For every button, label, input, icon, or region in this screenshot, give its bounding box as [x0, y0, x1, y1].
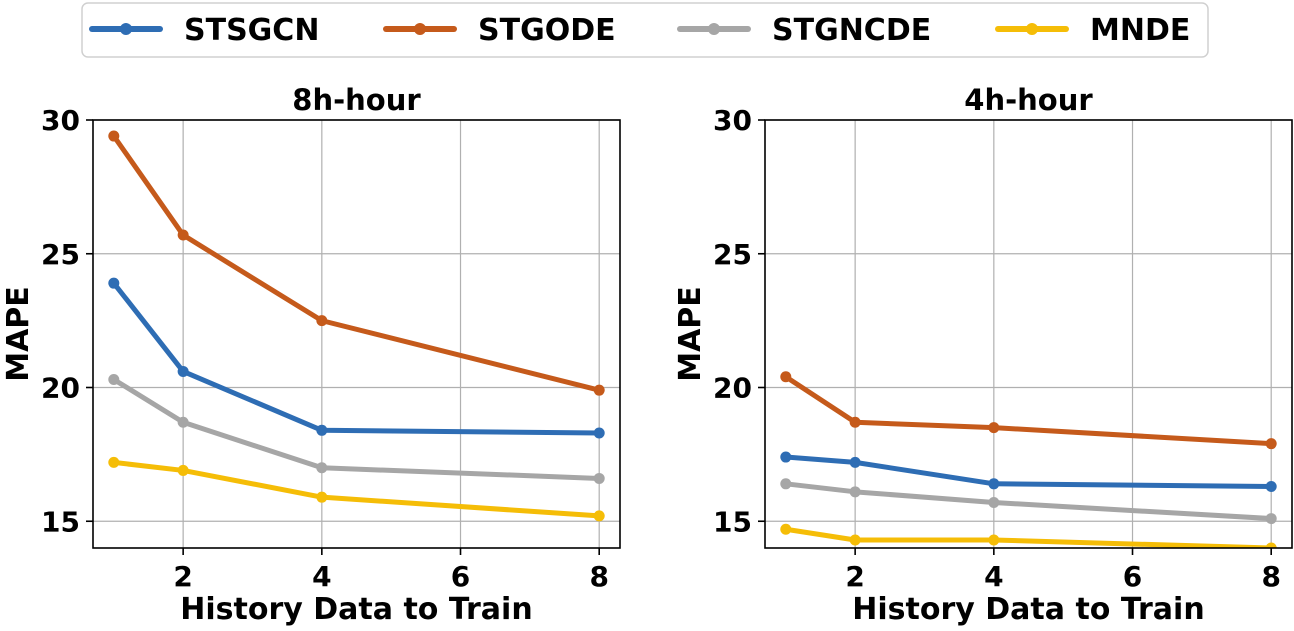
panel-2-axes-frame — [764, 119, 1293, 549]
legend-marker-stsgcn — [120, 23, 132, 35]
panel-1-x-tick-label-4: 4 — [312, 560, 331, 593]
panel-2-y-tick-label-30: 30 — [713, 104, 752, 137]
panel-2-series-line-mnde — [783, 526, 1274, 548]
panel-1-point-mnde-2 — [177, 464, 189, 476]
panel-2-x-axis-label: History Data to Train — [852, 592, 1204, 627]
legend-marker-mnde — [1026, 23, 1038, 35]
panel-1-point-stgode-4 — [316, 315, 328, 327]
legend-label-stsgcn: STSGCN — [184, 13, 319, 48]
panel-2-point-stgode-2 — [849, 416, 861, 428]
panel-1-point-stgncde-2 — [177, 416, 189, 428]
panel-2-point-stgncde-2 — [849, 486, 861, 498]
panel-2-title: 4h-hour — [964, 83, 1093, 117]
panel-1-x-axis-label: History Data to Train — [180, 592, 532, 627]
panel-1-point-stgode-8 — [593, 384, 605, 396]
panel-2-series-line-stsgcn — [783, 454, 1274, 489]
panel-2-x-tick-label-2: 2 — [845, 560, 864, 593]
legend-marker-stgode — [414, 23, 426, 35]
panel-2-y-tick-label-25: 25 — [713, 238, 752, 271]
panel-1-y-tick-label-30: 30 — [41, 104, 80, 137]
panel-1-x-tick-label-6: 6 — [451, 560, 470, 593]
panel-1-y-tick-label-20: 20 — [41, 372, 80, 405]
legend-frame — [81, 2, 1209, 58]
panel-1-series-line-stsgcn — [111, 280, 602, 436]
panel-2-point-mnde-2 — [849, 534, 861, 546]
panel-2-series-line-stgode — [783, 374, 1274, 447]
panel-2-series-line-stgncde — [783, 481, 1274, 522]
panel-1-point-stgncde-4 — [316, 462, 328, 474]
panel-2-y-axis-label: MAPE — [673, 286, 708, 382]
panel-1-point-mnde-4 — [316, 491, 328, 503]
panel-1-point-stgode-2 — [177, 229, 189, 241]
legend-label-stgncde: STGNCDE — [772, 13, 931, 48]
panel-1-point-mnde-1 — [108, 456, 120, 468]
legend-label-stgode: STGODE — [478, 13, 616, 48]
panel-2-point-stgncde-4 — [988, 497, 1000, 509]
panel-2-point-stsgcn-4 — [988, 478, 1000, 490]
panel-2-point-mnde-1 — [780, 523, 792, 535]
panel-1-y-tick-label-15: 15 — [41, 505, 80, 538]
panel-1-x-tick-label-2: 2 — [173, 560, 192, 593]
panel-1-point-stgncde-8 — [593, 472, 605, 484]
panel-2-point-stsgcn-8 — [1265, 480, 1277, 492]
panel-2-x-tick-label-4: 4 — [984, 560, 1003, 593]
panel-2-x-tick-label-8: 8 — [1261, 560, 1280, 593]
panel-2-y-tick-label-20: 20 — [713, 372, 752, 405]
panel-2-point-mnde-8 — [1265, 542, 1277, 548]
panel-1-series-line-mnde — [111, 459, 602, 519]
panel-1-y-axis-label: MAPE — [1, 286, 36, 382]
panel-2-point-stsgcn-2 — [849, 456, 861, 468]
panel-1-axes-frame — [92, 119, 621, 549]
legend-label-mnde: MNDE — [1090, 13, 1190, 48]
panel-2-point-stsgcn-1 — [780, 451, 792, 463]
panel-1-series-line-stgode — [111, 133, 602, 393]
panel-1-point-stsgcn-1 — [108, 277, 120, 289]
panel-2-point-stgode-4 — [988, 422, 1000, 434]
panel-1-point-stgncde-1 — [108, 373, 120, 385]
panel-2-y-tick-label-15: 15 — [713, 505, 752, 538]
panel-2-point-mnde-4 — [988, 534, 1000, 546]
panel-1-point-mnde-8 — [593, 510, 605, 522]
panel-1-point-stgode-1 — [108, 130, 120, 142]
panel-2-point-stgode-1 — [780, 371, 792, 383]
panel-1-point-stsgcn-8 — [593, 427, 605, 439]
panel-1-y-tick-label-25: 25 — [41, 238, 80, 271]
panel-1-point-stsgcn-4 — [316, 424, 328, 436]
panel-1-title: 8h-hour — [292, 83, 421, 117]
panel-1-point-stsgcn-2 — [177, 365, 189, 377]
panel-2-point-stgncde-8 — [1265, 513, 1277, 525]
panel-2-point-stgncde-1 — [780, 478, 792, 490]
panel-1-series-line-stgncde — [111, 376, 602, 481]
panel-2-point-stgode-8 — [1265, 438, 1277, 450]
panel-1-x-tick-label-8: 8 — [589, 560, 608, 593]
panel-2-x-tick-label-6: 6 — [1123, 560, 1142, 593]
legend-marker-stgncde — [708, 23, 720, 35]
